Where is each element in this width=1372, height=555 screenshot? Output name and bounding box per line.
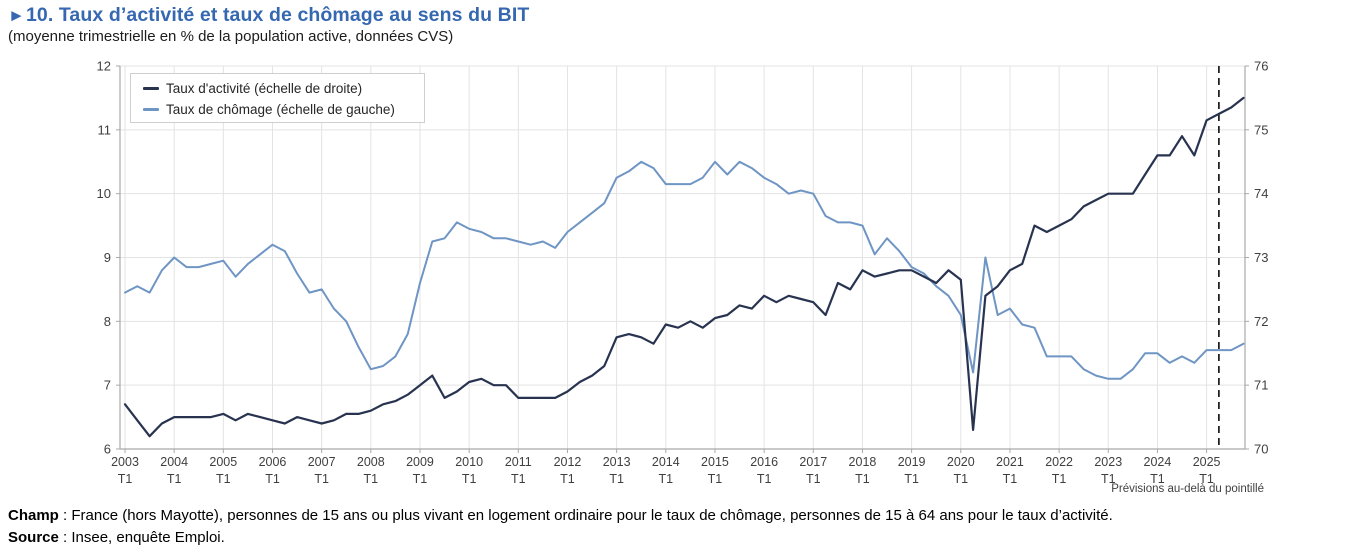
x-tick-label-quarter: T1 xyxy=(364,472,379,486)
right-axis-label: 76 xyxy=(1254,59,1268,74)
x-tick-label-quarter: T1 xyxy=(1199,472,1214,486)
x-tick-label-quarter: T1 xyxy=(609,472,624,486)
x-tick-label-year: 2009 xyxy=(406,455,434,469)
x-tick-label-quarter: T1 xyxy=(757,472,772,486)
source-label: Source xyxy=(8,528,59,546)
x-tick-label-year: 2023 xyxy=(1094,455,1122,469)
legend-label-activity: Taux d'activité (échelle de droite) xyxy=(166,81,363,96)
x-tick-label-quarter: T1 xyxy=(511,472,526,486)
title-arrow-icon: ► xyxy=(8,6,25,25)
x-tick-label-year: 2012 xyxy=(554,455,582,469)
unemployment-line-swatch-icon xyxy=(143,108,159,111)
unemployment-rate-line xyxy=(124,160,1245,380)
x-tick-label-quarter: T1 xyxy=(265,472,280,486)
x-tick-label-year: 2016 xyxy=(750,455,778,469)
x-tick-label-quarter: T1 xyxy=(855,472,870,486)
champ-line: Champ : France (hors Mayotte), personnes… xyxy=(8,505,1113,527)
x-tick-label-quarter: T1 xyxy=(1003,472,1018,486)
x-tick-label-year: 2006 xyxy=(259,455,287,469)
left-axis-label: 9 xyxy=(104,250,111,265)
x-tick-label-quarter: T1 xyxy=(118,472,133,486)
x-tick-label-year: 2004 xyxy=(160,455,188,469)
figure-footer: Champ : France (hors Mayotte), personnes… xyxy=(8,505,1113,549)
activity-line-swatch-icon xyxy=(143,87,159,90)
x-tick-label-year: 2024 xyxy=(1144,455,1172,469)
activity-rate-line xyxy=(123,96,1245,438)
x-tick-label-quarter: T1 xyxy=(1150,472,1165,486)
source-text: : Insee, enquête Emploi. xyxy=(58,528,225,546)
title-text: 10. Taux d’activité et taux de chômage a… xyxy=(25,4,530,26)
legend-label-unemployment: Taux de chômage (échelle de gauche) xyxy=(166,102,395,117)
x-tick-label-year: 2003 xyxy=(111,455,139,469)
x-tick-label-quarter: T1 xyxy=(314,472,329,486)
x-tick-label-quarter: T1 xyxy=(413,472,428,486)
x-tick-label-year: 2020 xyxy=(947,455,975,469)
right-axis-label: 74 xyxy=(1254,186,1268,201)
x-tick-label-quarter: T1 xyxy=(216,472,231,486)
x-tick-label-quarter: T1 xyxy=(1052,472,1067,486)
right-axis-label: 70 xyxy=(1254,442,1268,457)
x-tick-label-year: 2013 xyxy=(603,455,631,469)
page-title: ►10. Taux d’activité et taux de chômage … xyxy=(8,3,529,27)
left-axis-label: 12 xyxy=(97,59,111,74)
left-axis-label: 10 xyxy=(97,186,111,201)
x-tick-label-year: 2025 xyxy=(1193,455,1221,469)
x-tick-label-year: 2017 xyxy=(799,455,827,469)
x-tick-label-quarter: T1 xyxy=(1101,472,1116,486)
x-tick-label-quarter: T1 xyxy=(708,472,723,486)
x-tick-label-year: 2019 xyxy=(898,455,926,469)
x-tick-label-year: 2015 xyxy=(701,455,729,469)
x-tick-label-year: 2011 xyxy=(505,455,532,469)
x-tick-label-quarter: T1 xyxy=(904,472,919,486)
source-line: Source : Insee, enquête Emploi. xyxy=(8,527,1113,549)
x-tick-label-year: 2021 xyxy=(996,455,1024,469)
left-axis-label: 8 xyxy=(104,314,111,329)
right-axis-label: 75 xyxy=(1254,122,1268,137)
x-tick-label-quarter: T1 xyxy=(167,472,182,486)
champ-label: Champ xyxy=(8,507,59,524)
left-axis-label: 6 xyxy=(104,442,111,457)
x-tick-label-year: 2008 xyxy=(357,455,385,469)
left-axis-label: 7 xyxy=(104,378,111,393)
x-tick-label-year: 2018 xyxy=(849,455,877,469)
left-axis-label: 11 xyxy=(98,122,112,137)
chart-subtitle: (moyenne trimestrielle en % de la popula… xyxy=(8,28,454,46)
x-tick-label-year: 2005 xyxy=(209,455,237,469)
forecast-note: Prévisions au-delà du pointillé xyxy=(1111,483,1264,495)
legend-item-activity: Taux d'activité (échelle de droite) xyxy=(143,78,424,99)
x-tick-label-quarter: T1 xyxy=(953,472,968,486)
right-axis-label: 71 xyxy=(1254,378,1268,393)
figure-header: ►10. Taux d’activité et taux de chômage … xyxy=(8,3,529,47)
x-tick-label-quarter: T1 xyxy=(659,472,674,486)
x-tick-label-quarter: T1 xyxy=(806,472,821,486)
x-tick-label-quarter: T1 xyxy=(560,472,575,486)
right-axis-label: 73 xyxy=(1254,250,1268,265)
champ-text: : France (hors Mayotte), personnes de 15… xyxy=(58,507,1113,524)
legend-item-unemployment: Taux de chômage (échelle de gauche) xyxy=(143,99,424,120)
x-tick-label-year: 2022 xyxy=(1045,455,1073,469)
x-tick-label-quarter: T1 xyxy=(462,472,477,486)
x-tick-label-year: 2014 xyxy=(652,455,680,469)
chart-legend: Taux d'activité (échelle de droite) Taux… xyxy=(130,73,425,123)
x-tick-label-year: 2010 xyxy=(455,455,483,469)
x-tick-label-year: 2007 xyxy=(308,455,336,469)
right-axis-label: 72 xyxy=(1254,314,1268,329)
